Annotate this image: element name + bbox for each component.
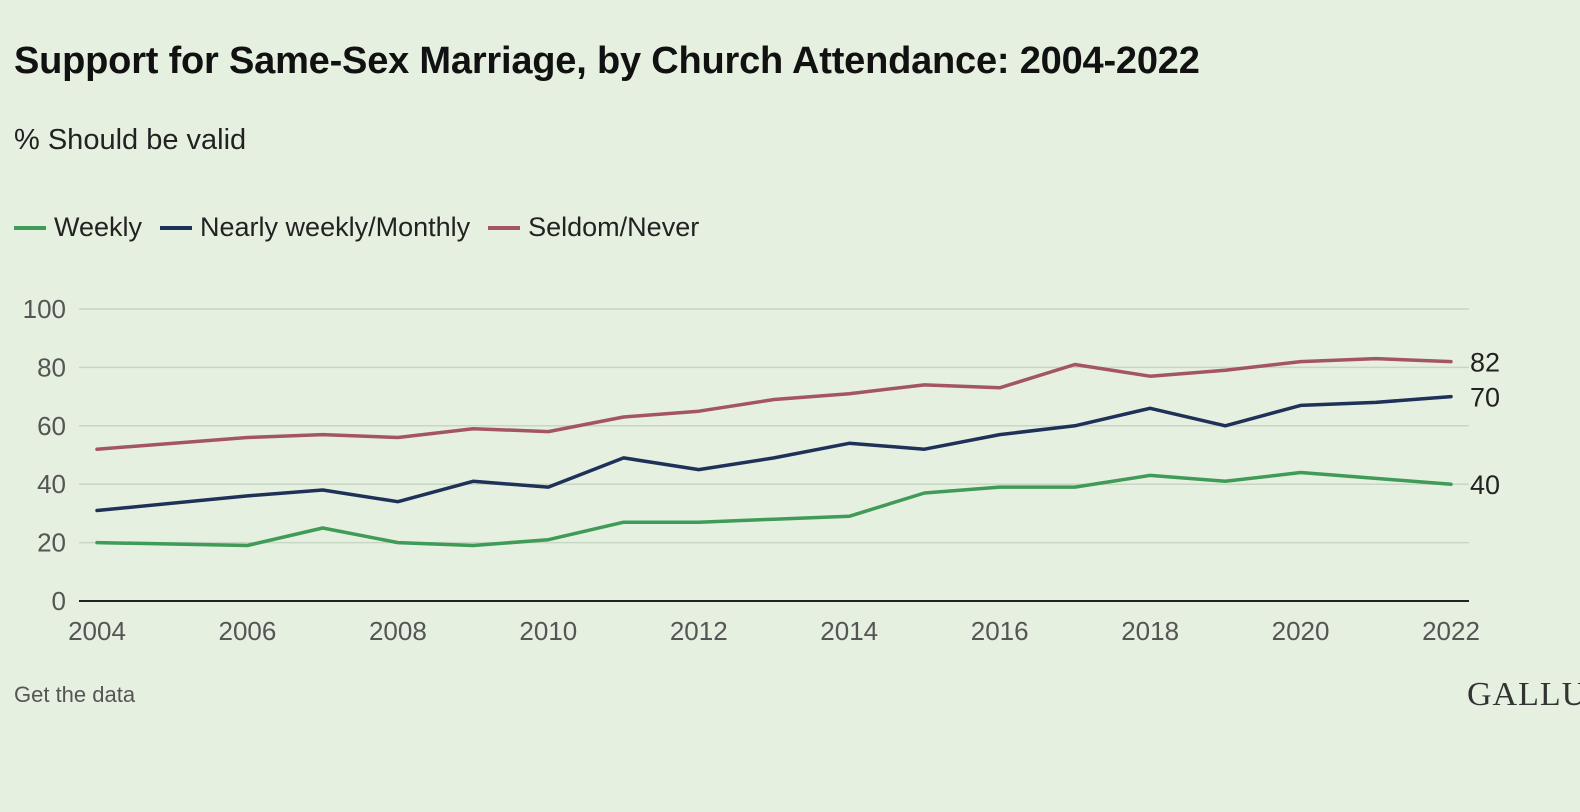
y-tick-label: 20	[37, 528, 66, 558]
legend-swatch-seldom-never	[488, 225, 521, 230]
series-line-weekly[interactable]	[95, 470, 1453, 548]
y-tick-label: 100	[23, 294, 66, 324]
series-lines	[95, 356, 1453, 548]
chart-title: Support for Same-Sex Marriage, by Church…	[14, 40, 1200, 82]
x-tick-label: 2018	[1121, 616, 1179, 646]
chart-subtitle: % Should be valid	[14, 124, 247, 156]
gallup-logo: GALLU	[1467, 676, 1580, 713]
x-tick-label: 2022	[1422, 616, 1480, 646]
end-label-weekly: 40	[1470, 470, 1500, 500]
x-tick-label: 2004	[68, 616, 126, 646]
y-tick-label: 80	[37, 352, 66, 382]
end-labels: 40 70 82	[1470, 348, 1500, 501]
x-tick-label: 2006	[219, 616, 277, 646]
legend-label-weekly: Weekly	[54, 212, 143, 242]
x-tick-label: 2014	[820, 616, 878, 646]
y-tick-label: 40	[37, 469, 66, 499]
y-tick-label: 0	[52, 586, 66, 616]
legend-item-nearly-weekly-monthly[interactable]: Nearly weekly/Monthly	[160, 212, 470, 243]
axes: 0 20 40 60 80 100 2004 2006 2008 2010 2012 2014 2016…	[23, 294, 1480, 646]
x-tick-label: 2012	[670, 616, 728, 646]
y-tick-label: 60	[37, 411, 66, 441]
legend-label-nearly-weekly-monthly: Nearly weekly/Monthly	[200, 212, 471, 242]
x-tick-label: 2010	[519, 616, 577, 646]
legend-item-weekly[interactable]: Weekly	[14, 212, 142, 243]
end-label-nearly-weekly-monthly: 70	[1470, 383, 1500, 413]
legend-label-seldom-never: Seldom/Never	[528, 212, 700, 242]
legend-item-seldom-never[interactable]: Seldom/Never	[488, 212, 699, 243]
series-line-nearly-weekly-monthly[interactable]	[95, 394, 1453, 513]
x-tick-label: 2016	[971, 616, 1029, 646]
gridlines	[79, 308, 1469, 544]
get-the-data-link[interactable]: Get the data	[14, 682, 136, 707]
legend-swatch-weekly	[14, 225, 46, 230]
x-tick-label: 2020	[1272, 616, 1330, 646]
series-line-seldom-never[interactable]	[95, 356, 1453, 451]
x-tick-label: 2008	[369, 616, 427, 646]
legend-swatch-nearly-weekly-monthly	[160, 225, 193, 230]
legend: Weekly Nearly weekly/Monthly Seldom/Neve…	[14, 212, 717, 243]
end-label-seldom-never: 82	[1470, 348, 1500, 378]
